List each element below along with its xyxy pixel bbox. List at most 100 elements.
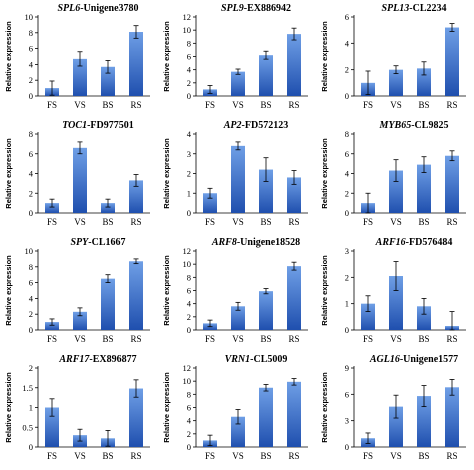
y-tick-label: 1.5 (22, 383, 33, 393)
bar-fs (45, 203, 59, 213)
chart-panel-9: ARF16-FD576484 Relative expression 0 1 2 3 FS V… (316, 234, 474, 351)
chart-title: SPL9-EX886942 (221, 3, 291, 14)
y-tick-label: 12 (183, 363, 192, 373)
title-gene: ARF17 (58, 354, 90, 365)
y-tick-label: 0 (345, 208, 349, 218)
y-tick-label: 10 (183, 259, 192, 269)
y-tick-label: 0 (345, 325, 349, 335)
bar-bs (101, 203, 115, 213)
bar-rs (129, 180, 143, 213)
y-tick-label: 0 (187, 442, 191, 452)
y-tick-label: 0 (187, 91, 191, 101)
y-tick-label: 2 (345, 272, 349, 282)
y-axis-label: Relative expression (4, 255, 13, 326)
y-tick-label: 2 (345, 65, 349, 75)
y-tick-label: 6 (187, 286, 191, 296)
x-tick-label: VS (232, 451, 244, 461)
x-tick-label: BS (418, 334, 429, 344)
chart-title: ARF16-FD576484 (375, 237, 453, 248)
y-tick-label: 4 (345, 38, 350, 48)
title-id: -Unigene1577 (400, 354, 458, 365)
x-tick-label: BS (418, 217, 429, 227)
y-tick-label: 4 (29, 59, 34, 69)
bar-vs (231, 145, 245, 213)
y-tick-label: 4 (187, 129, 192, 139)
bar-vs (73, 58, 87, 96)
y-tick-label: 2 (187, 169, 191, 179)
bar-bs (259, 55, 273, 96)
chart-panel-12: AGL16-Unigene1577 Relative expression 0 3 6 9… (316, 351, 474, 468)
y-tick-label: 2 (29, 309, 33, 319)
y-tick-label: 10 (25, 12, 34, 22)
chart-svg: ARF8-Unigene18528 Relative expression 0 2 4 6… (162, 237, 308, 344)
chart-panel-11: VRN1-CL5009 Relative expression 0 2 4 6 8 10 12 F… (158, 351, 316, 468)
x-tick-label: VS (390, 100, 402, 110)
chart-svg: AP2-FD572123 Relative expression 0 1 2 3 4 FS VS… (162, 120, 308, 227)
y-tick-label: 4 (345, 169, 350, 179)
y-tick-label: 2 (187, 429, 191, 439)
title-id: -CL2234 (409, 3, 446, 14)
x-tick-label: RS (288, 100, 299, 110)
bar-vs (389, 170, 403, 213)
bar-bs (417, 396, 431, 447)
title-id: -EX886942 (244, 3, 291, 14)
chart-title: AGL16-Unigene1577 (369, 354, 458, 365)
y-tick-label: 2 (29, 75, 33, 85)
bar-rs (445, 155, 459, 213)
x-tick-label: RS (446, 451, 457, 461)
y-tick-label: 0 (187, 208, 191, 218)
x-tick-label: FS (205, 217, 215, 227)
bar-bs (101, 66, 115, 96)
chart-svg: TOC1-FD977501 Relative expression 0 2 4 6 8 FS V… (4, 120, 150, 227)
y-tick-label: 10 (25, 246, 34, 256)
y-tick-label: 8 (187, 272, 191, 282)
x-tick-label: RS (288, 217, 299, 227)
y-tick-label: 3 (187, 149, 191, 159)
x-tick-label: BS (102, 451, 113, 461)
y-tick-label: 2 (29, 188, 33, 198)
y-axis-label: Relative expression (4, 138, 13, 209)
y-tick-label: 6 (29, 44, 33, 54)
bar-bs (417, 68, 431, 96)
bar-fs (361, 303, 375, 330)
bar-vs (73, 311, 87, 330)
x-tick-label: FS (363, 451, 373, 461)
bar-rs (287, 381, 301, 447)
bar-rs (287, 266, 301, 330)
y-tick-label: 6 (29, 149, 33, 159)
chart-panel-2: SPL9-EX886942 Relative expression 0 2 4 6 8 10 1… (158, 0, 316, 117)
y-tick-label: 8 (29, 28, 33, 38)
y-tick-label: 6 (345, 389, 349, 399)
x-tick-label: VS (74, 451, 86, 461)
y-tick-label: 2 (187, 312, 191, 322)
y-tick-label: 4 (29, 169, 34, 179)
y-tick-label: 1 (345, 299, 349, 309)
chart-title: SPL13-CL2234 (381, 3, 446, 14)
x-tick-label: RS (130, 334, 141, 344)
chart-title: SPL6-Unigene3780 (57, 3, 138, 14)
x-tick-label: RS (130, 100, 141, 110)
x-tick-label: BS (260, 217, 271, 227)
y-axis-label: Relative expression (4, 21, 13, 92)
x-tick-label: FS (363, 334, 373, 344)
x-tick-label: BS (260, 100, 271, 110)
y-tick-label: 0 (29, 442, 33, 452)
y-tick-label: 0 (345, 91, 349, 101)
x-tick-label: BS (418, 451, 429, 461)
y-axis-label: Relative expression (320, 138, 329, 209)
y-tick-label: 2 (29, 363, 33, 373)
title-gene: VRN1 (225, 354, 251, 365)
y-tick-label: 8 (29, 129, 33, 139)
title-gene: MYB65 (379, 120, 412, 131)
title-gene: SPL6 (57, 3, 80, 14)
y-axis-label: Relative expression (162, 138, 171, 209)
chart-title: MYB65-CL9825 (379, 120, 449, 131)
chart-panel-10: ARF17-EX896877 Relative expression 0 0.5 1 1.… (0, 351, 158, 468)
y-tick-label: 6 (187, 403, 191, 413)
x-tick-label: FS (47, 334, 57, 344)
x-tick-label: FS (47, 100, 57, 110)
bar-rs (445, 387, 459, 447)
x-tick-label: BS (102, 217, 113, 227)
bar-rs (129, 261, 143, 330)
